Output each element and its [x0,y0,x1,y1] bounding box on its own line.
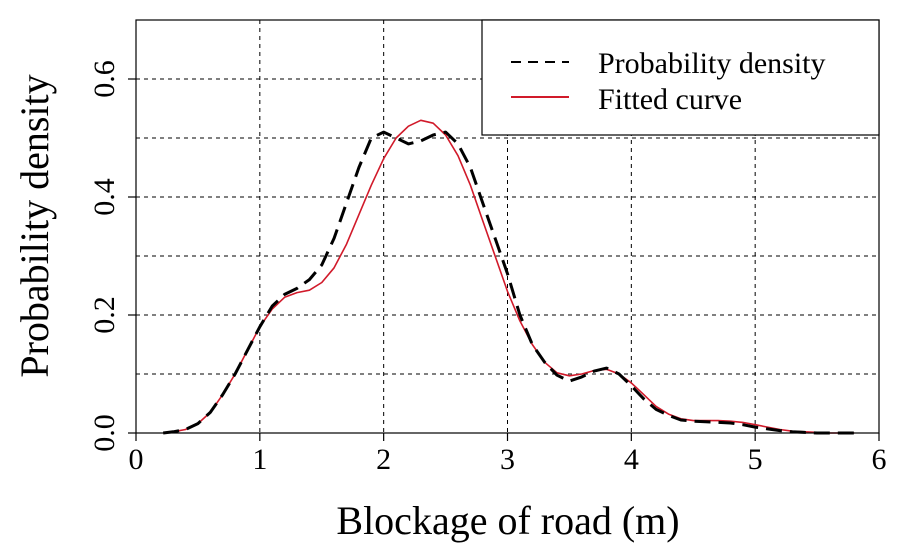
x-tick-label: 3 [500,443,515,476]
x-axis-title: Blockage of road (m) [336,498,679,543]
x-tick-label: 5 [748,443,763,476]
legend-box [481,19,880,136]
x-axis-ticks: 0 1 2 3 4 5 6 [129,433,887,476]
x-tick-label: 0 [129,443,144,476]
legend: Probability density Fitted curve [481,19,880,136]
y-tick-label: 0.2 [88,296,121,334]
grid [136,20,879,433]
legend-label-fitted-curve: Fitted curve [598,83,742,116]
y-axis-title: Probability density [12,74,57,377]
series-layer [163,119,855,435]
x-tick-label: 4 [624,443,639,476]
y-axis-ticks: 0.0 0.2 0.4 0.6 [88,60,136,452]
y-tick-label: 0.6 [88,60,121,98]
legend-label-probability-density: Probability density [598,47,826,80]
series-probability-density-line [163,130,855,435]
x-tick-label: 6 [872,443,887,476]
y-tick-label: 0.0 [88,414,121,452]
x-tick-label: 2 [376,443,391,476]
y-tick-label: 0.4 [88,178,121,216]
x-tick-label: 1 [252,443,267,476]
series-fitted-curve-line [163,119,855,434]
